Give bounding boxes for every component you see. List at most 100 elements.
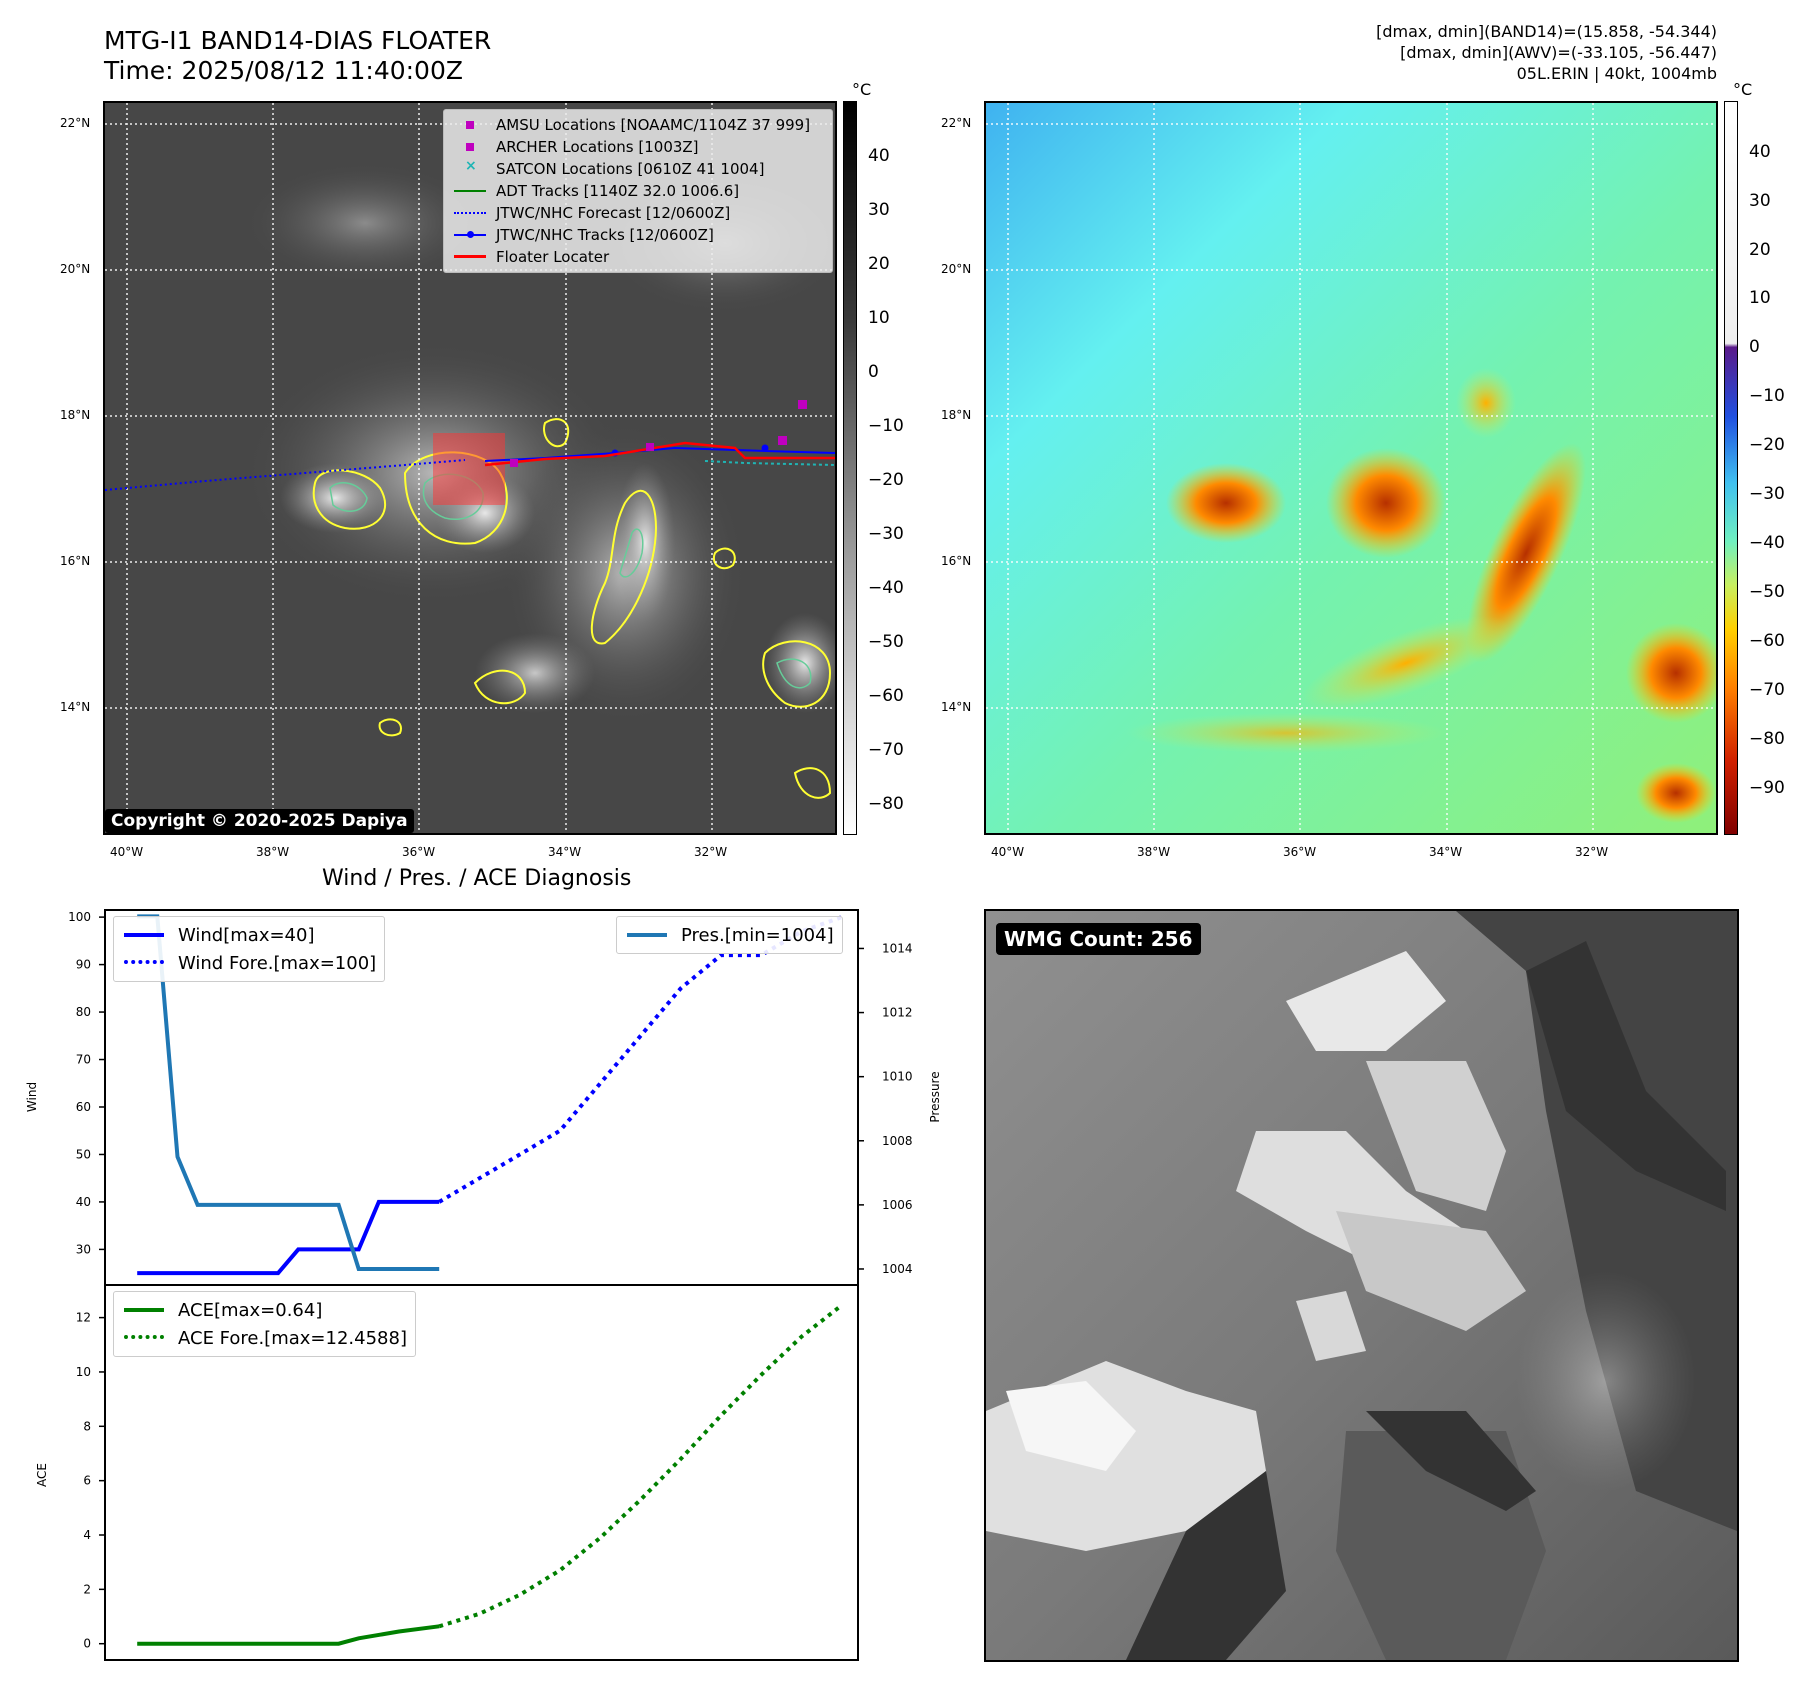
awv-cb-tick: −80 — [1749, 729, 1785, 749]
ace-tick-label: 10 — [76, 1365, 91, 1379]
ir-lon-tick: 32°W — [694, 845, 728, 859]
wmg-panel: WMG Count: 256 — [984, 909, 1739, 1662]
awv-lat-tick: 20°N — [941, 262, 972, 276]
awv-cb-tick: −10 — [1749, 386, 1785, 406]
series-line-0 — [137, 1199, 440, 1276]
ace-tick-label: 6 — [83, 1474, 91, 1488]
legend-pres-label: Pres.[min=1004] — [681, 924, 834, 946]
wind-tick-label: 100 — [68, 910, 91, 924]
diagnosis-title: Wind / Pres. / ACE Diagnosis — [322, 866, 632, 891]
amsu-marker-icon — [466, 121, 474, 129]
legend-tracks: JTWC/NHC Tracks [12/0600Z] — [452, 224, 824, 246]
awv-cb-tick: −90 — [1749, 778, 1785, 798]
awv-lon-tick: 38°W — [1137, 845, 1171, 859]
wind-tick-label: 60 — [76, 1100, 91, 1114]
ir-lat-tick: 22°N — [60, 116, 91, 130]
legend-satcon: × SATCON Locations [0610Z 41 1004] — [452, 158, 824, 180]
legend-wind-label: Wind[max=40] — [178, 924, 315, 946]
pres-line-icon — [627, 933, 667, 937]
ir-lon-tick: 34°W — [548, 845, 582, 859]
legend-forecast-label: JTWC/NHC Forecast [12/0600Z] — [496, 204, 731, 222]
wind-fore-line-icon — [124, 960, 164, 964]
ir-lon-tick: 40°W — [110, 845, 144, 859]
storm-info: 05L.ERIN | 40kt, 1004mb — [1516, 64, 1717, 83]
ace-line-icon — [124, 1308, 164, 1312]
awv-lon-tick: 34°W — [1429, 845, 1463, 859]
ir-cb-tick: 20 — [868, 254, 890, 274]
floater-line-icon — [454, 255, 486, 258]
ace-tick-label: 2 — [83, 1582, 91, 1596]
wind-tick-label: 80 — [76, 1005, 91, 1019]
legend-forecast: JTWC/NHC Forecast [12/0600Z] — [452, 202, 824, 224]
ace-fore-line-icon — [124, 1335, 164, 1339]
ir-cb-tick: −30 — [868, 524, 904, 544]
legend-pres: Pres.[min=1004] — [625, 921, 834, 949]
ir-colorbar-unit: °C — [852, 80, 872, 99]
ace-tick-label: 4 — [83, 1528, 91, 1542]
ir-cb-tick: −20 — [868, 470, 904, 490]
ir-cb-tick: 40 — [868, 146, 890, 166]
wind-tick-label: 90 — [76, 958, 91, 972]
adt-line-icon — [454, 190, 486, 192]
wmg-count-badge: WMG Count: 256 — [996, 923, 1201, 955]
awv-lat-tick: 16°N — [941, 554, 972, 568]
figure-title: MTG-I1 BAND14-DIAS FLOATER — [104, 26, 492, 55]
wind-line-icon — [124, 933, 164, 937]
ir-lat-tick: 18°N — [60, 408, 91, 422]
wind-tick-label: 50 — [76, 1147, 91, 1161]
legend-amsu: AMSU Locations [NOAAMC/1104Z 37 999] — [452, 114, 824, 136]
awv-cb-tick: −60 — [1749, 631, 1785, 651]
ir-colorbar — [843, 101, 857, 835]
awv-cb-tick: −50 — [1749, 582, 1785, 602]
awv-cb-tick: −30 — [1749, 484, 1785, 504]
legend-ace-fore-label: ACE Fore.[max=12.4588] — [178, 1327, 407, 1349]
legend-ace: ACE[max=0.64] — [122, 1296, 407, 1324]
wind-tick-label: 40 — [76, 1195, 91, 1209]
ir-lon-tick: 36°W — [402, 845, 436, 859]
awv-map-panel — [984, 101, 1718, 835]
pressure-tick-label: 1008 — [882, 1134, 913, 1148]
legend-ace-fore: ACE Fore.[max=12.4588] — [122, 1324, 407, 1352]
track-dot-icon — [467, 231, 474, 238]
wind-legend: Wind[max=40] Wind Fore.[max=100] — [113, 916, 386, 982]
awv-cb-tick: 10 — [1749, 288, 1771, 308]
pressure-tick-label: 1010 — [882, 1070, 913, 1084]
satcon-x-icon: × — [465, 158, 477, 174]
pressure-tick-label: 1012 — [882, 1006, 913, 1020]
ir-cb-tick: −70 — [868, 740, 904, 760]
legend-wind: Wind[max=40] — [122, 921, 376, 949]
ir-map-panel: AMSU Locations [NOAAMC/1104Z 37 999] ARC… — [103, 101, 837, 835]
awv-cb-tick: 40 — [1749, 142, 1771, 162]
awv-map-image — [986, 103, 1716, 833]
awv-colorbar-unit: °C — [1733, 80, 1753, 99]
awv-lat-tick: 22°N — [941, 116, 972, 130]
legend-floater: Floater Locater — [452, 246, 824, 268]
ir-cb-tick: 10 — [868, 308, 890, 328]
pressure-legend: Pres.[min=1004] — [616, 916, 843, 954]
ir-cb-tick: −80 — [868, 794, 904, 814]
ir-cb-tick: −10 — [868, 416, 904, 436]
ir-lon-tick: 38°W — [256, 845, 290, 859]
awv-cb-tick: −40 — [1749, 533, 1785, 553]
legend-amsu-label: AMSU Locations [NOAAMC/1104Z 37 999] — [496, 116, 811, 134]
wind-tick-label: 30 — [76, 1242, 91, 1256]
copyright-badge: Copyright © 2020-2025 Dapiya — [105, 809, 414, 833]
ir-cb-tick: −40 — [868, 578, 904, 598]
awv-lon-tick: 32°W — [1575, 845, 1609, 859]
awv-lat-tick: 18°N — [941, 408, 972, 422]
wind-tick-label: 70 — [76, 1053, 91, 1067]
figure-time: Time: 2025/08/12 11:40:00Z — [104, 56, 463, 85]
awv-cb-tick: 0 — [1749, 337, 1760, 357]
legend-adt-label: ADT Tracks [1140Z 32.0 1006.6] — [496, 182, 740, 200]
ir-cb-tick: −60 — [868, 686, 904, 706]
legend-adt: ADT Tracks [1140Z 32.0 1006.6] — [452, 180, 824, 202]
ir-cb-tick: 30 — [868, 200, 890, 220]
ace-tick-label: 12 — [76, 1311, 91, 1325]
series-line-2 — [137, 914, 440, 1271]
ace-tick-label: 0 — [83, 1637, 91, 1651]
wmg-image — [986, 911, 1737, 1660]
forecast-line-icon — [454, 212, 486, 214]
ir-lat-tick: 14°N — [60, 700, 91, 714]
diagnosis-chart: 3040506070809010010041006100810101012101… — [68, 909, 913, 1661]
legend-archer: ARCHER Locations [1003Z] — [452, 136, 824, 158]
